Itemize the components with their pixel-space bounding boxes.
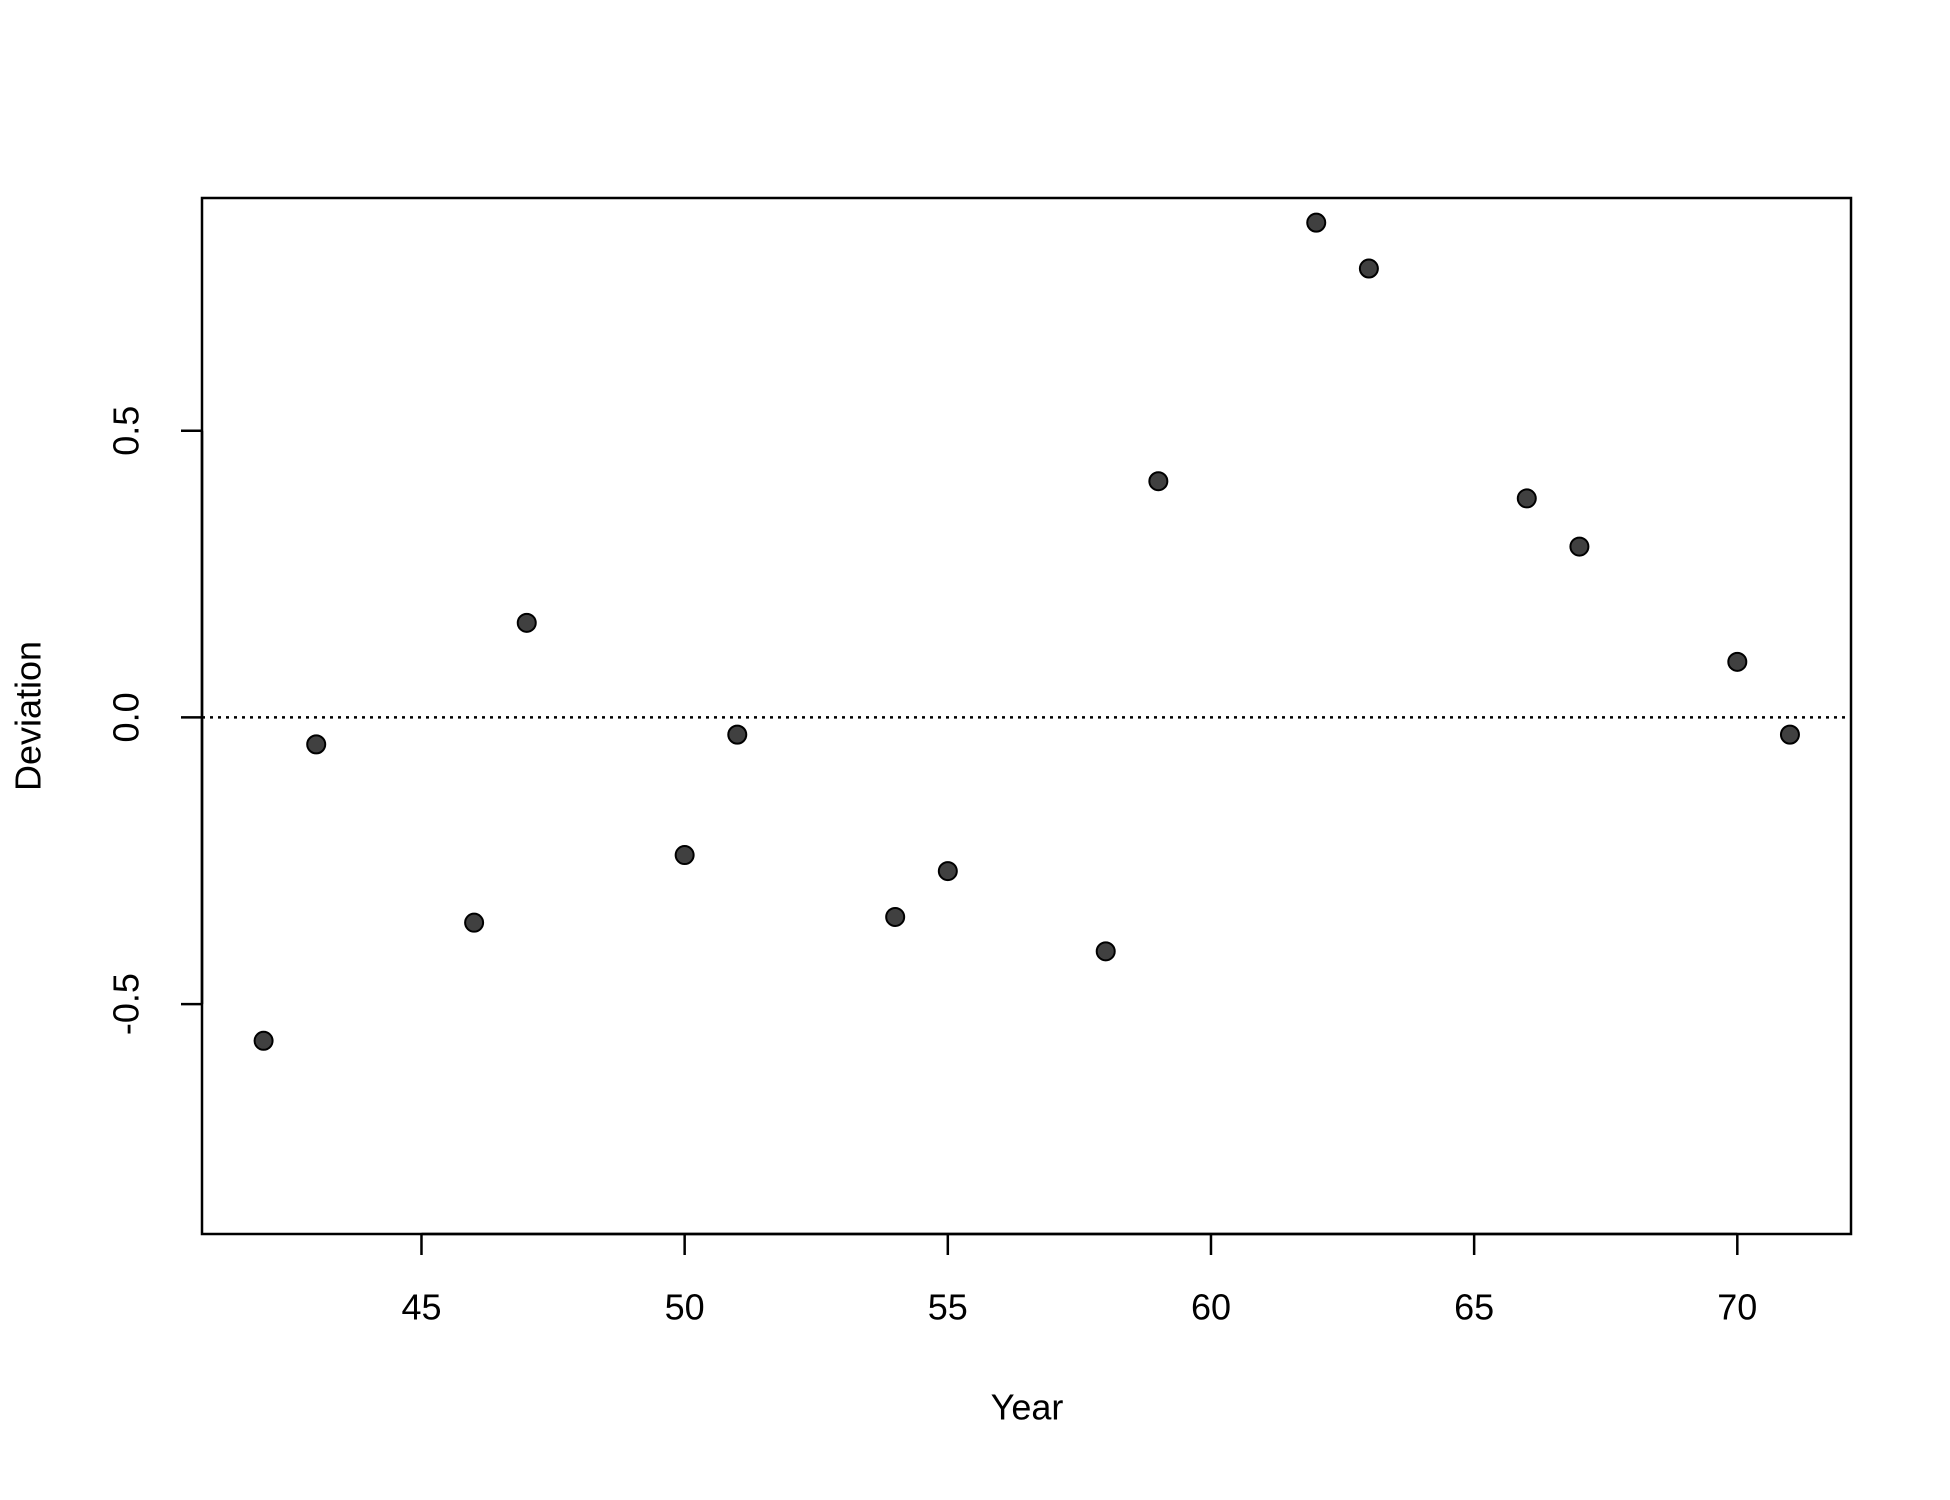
data-point <box>306 734 327 755</box>
x-tick-label: 60 <box>1191 1287 1231 1328</box>
data-point <box>885 906 906 927</box>
y-axis-label: Deviation <box>8 641 49 791</box>
data-point <box>464 912 485 933</box>
x-tick-label: 70 <box>1717 1287 1757 1328</box>
data-point <box>1358 258 1379 279</box>
data-point <box>674 845 695 866</box>
data-point <box>1306 212 1327 233</box>
data-point <box>937 861 958 882</box>
data-point <box>1779 724 1800 745</box>
data-point <box>1148 471 1169 492</box>
data-point <box>516 612 537 633</box>
y-tick-label: 0.5 <box>106 406 147 456</box>
x-tick-label: 45 <box>401 1287 441 1328</box>
data-point <box>1095 941 1116 962</box>
x-axis-label: Year <box>991 1387 1064 1428</box>
x-tick-label: 65 <box>1454 1287 1494 1328</box>
y-tick-label: -0.5 <box>106 973 147 1035</box>
data-point <box>1569 536 1590 557</box>
x-tick-label: 50 <box>665 1287 705 1328</box>
data-point <box>1727 651 1748 672</box>
data-point <box>727 724 748 745</box>
y-tick-label: 0.0 <box>106 692 147 742</box>
data-point <box>1516 488 1537 509</box>
x-tick-label: 55 <box>928 1287 968 1328</box>
data-point <box>253 1030 274 1051</box>
